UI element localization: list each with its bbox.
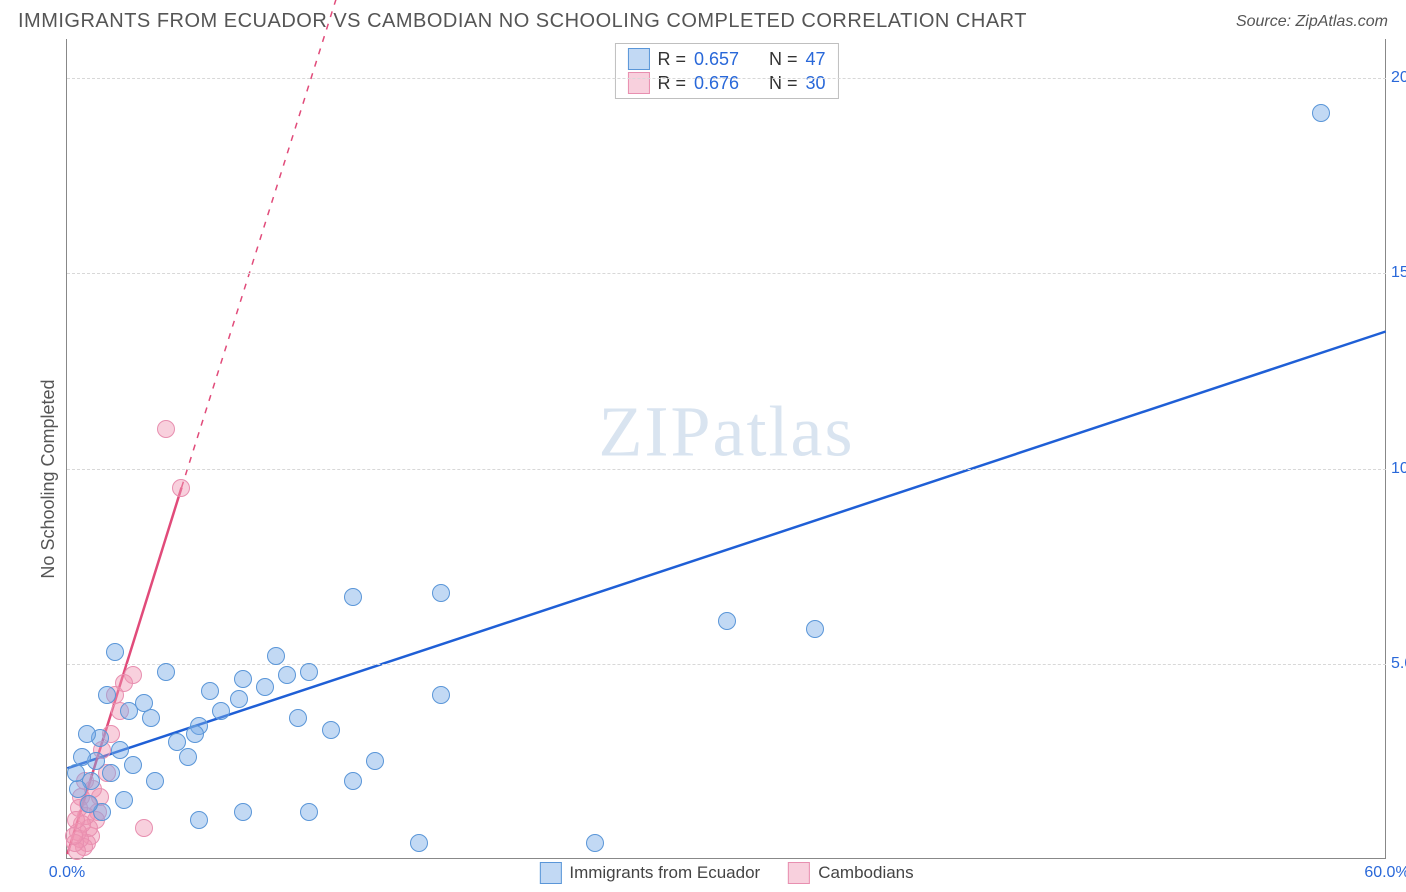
data-point <box>135 694 153 712</box>
legend-row: R = 0.676 N = 30 <box>627 72 825 94</box>
data-point <box>300 663 318 681</box>
y-tick-label: 15.0% <box>1391 264 1406 282</box>
data-point <box>157 420 175 438</box>
data-point <box>300 803 318 821</box>
data-point <box>157 663 175 681</box>
data-point <box>212 702 230 720</box>
y-tick-label: 10.0% <box>1391 460 1406 478</box>
source-label: Source: ZipAtlas.com <box>1236 13 1388 31</box>
data-point <box>432 686 450 704</box>
data-point <box>67 764 85 782</box>
data-point <box>322 721 340 739</box>
gridline <box>67 664 1386 665</box>
data-point <box>230 690 248 708</box>
swatch-icon <box>627 72 649 94</box>
data-point <box>111 741 129 759</box>
data-point <box>190 811 208 829</box>
watermark: ZIPatlas <box>599 391 855 474</box>
swatch-icon <box>539 862 561 884</box>
chart-title: IMMIGRANTS FROM ECUADOR VS CAMBODIAN NO … <box>18 10 1027 33</box>
data-point <box>69 780 87 798</box>
data-point <box>234 803 252 821</box>
data-point <box>201 682 219 700</box>
x-tick-label: 0.0% <box>49 864 85 882</box>
data-point <box>1312 104 1330 122</box>
data-point <box>172 479 190 497</box>
data-point <box>115 791 133 809</box>
data-point <box>234 670 252 688</box>
series-legend: Immigrants from Ecuador Cambodians <box>539 862 913 884</box>
header: IMMIGRANTS FROM ECUADOR VS CAMBODIAN NO … <box>0 0 1406 39</box>
data-point <box>80 795 98 813</box>
data-point <box>432 584 450 602</box>
x-tick-label: 60.0% <box>1364 864 1406 882</box>
swatch-icon <box>627 48 649 70</box>
correlation-legend: R = 0.657 N = 47 R = 0.676 N = 30 <box>614 43 838 99</box>
legend-item: Cambodians <box>788 862 913 884</box>
data-point <box>410 834 428 852</box>
data-point <box>98 686 116 704</box>
gridline <box>67 469 1386 470</box>
data-point <box>267 647 285 665</box>
data-point <box>806 620 824 638</box>
data-point <box>102 764 120 782</box>
legend-item: Immigrants from Ecuador <box>539 862 760 884</box>
data-point <box>179 748 197 766</box>
data-point <box>78 725 96 743</box>
data-point <box>142 709 160 727</box>
data-point <box>366 752 384 770</box>
data-point <box>106 643 124 661</box>
data-point <box>344 588 362 606</box>
data-point <box>344 772 362 790</box>
data-point <box>186 725 204 743</box>
y-tick-label: 20.0% <box>1391 69 1406 87</box>
data-point <box>586 834 604 852</box>
legend-row: R = 0.657 N = 47 <box>627 48 825 70</box>
data-point <box>278 666 296 684</box>
y-axis-label: No Schooling Completed <box>38 379 59 578</box>
data-point <box>256 678 274 696</box>
data-point <box>289 709 307 727</box>
y-tick-label: 5.0% <box>1391 655 1406 673</box>
data-point <box>65 827 83 845</box>
gridline <box>67 78 1386 79</box>
data-point <box>135 819 153 837</box>
trend-lines <box>67 39 1386 858</box>
right-axis-line <box>1385 39 1386 858</box>
plot-area: ZIPatlas R = 0.657 N = 47 R = 0.676 N = … <box>66 39 1386 859</box>
data-point <box>124 756 142 774</box>
data-point <box>718 612 736 630</box>
gridline <box>67 273 1386 274</box>
data-point <box>146 772 164 790</box>
data-point <box>120 702 138 720</box>
swatch-icon <box>788 862 810 884</box>
data-point <box>168 733 186 751</box>
